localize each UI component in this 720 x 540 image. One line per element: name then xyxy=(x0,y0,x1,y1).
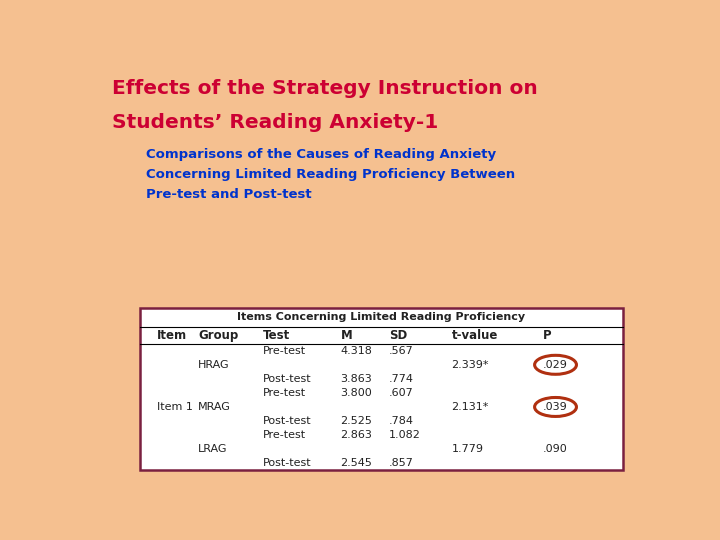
Text: .567: .567 xyxy=(389,346,413,356)
Text: Comparisons of the Causes of Reading Anxiety: Comparisons of the Causes of Reading Anx… xyxy=(145,148,496,161)
Text: .784: .784 xyxy=(389,416,414,426)
Text: .090: .090 xyxy=(544,444,568,454)
Text: Concerning Limited Reading Proficiency Between: Concerning Limited Reading Proficiency B… xyxy=(145,168,515,181)
Text: Items Concerning Limited Reading Proficiency: Items Concerning Limited Reading Profici… xyxy=(238,312,526,322)
Text: 2.339*: 2.339* xyxy=(451,360,489,370)
Text: 3.800: 3.800 xyxy=(341,388,372,398)
FancyBboxPatch shape xyxy=(140,308,623,470)
Text: MRAG: MRAG xyxy=(198,402,231,412)
Text: 4.318: 4.318 xyxy=(341,346,372,356)
Text: Post-test: Post-test xyxy=(264,458,312,468)
Text: SD: SD xyxy=(389,329,407,342)
Text: Pre-test: Pre-test xyxy=(264,388,307,398)
Text: Post-test: Post-test xyxy=(264,416,312,426)
Text: 1.779: 1.779 xyxy=(451,444,484,454)
Text: .039: .039 xyxy=(544,402,568,412)
Text: .774: .774 xyxy=(389,374,414,384)
Text: 1.082: 1.082 xyxy=(389,430,420,440)
Text: P: P xyxy=(544,329,552,342)
Text: 3.863: 3.863 xyxy=(341,374,372,384)
Text: 2.525: 2.525 xyxy=(341,416,372,426)
Text: t-value: t-value xyxy=(451,329,498,342)
Text: HRAG: HRAG xyxy=(198,360,230,370)
Text: Effects of the Strategy Instruction on: Effects of the Strategy Instruction on xyxy=(112,79,538,98)
Text: Item: Item xyxy=(157,329,187,342)
Text: Test: Test xyxy=(264,329,291,342)
Text: Group: Group xyxy=(198,329,238,342)
Text: Pre-test: Pre-test xyxy=(264,346,307,356)
Text: 2.545: 2.545 xyxy=(341,458,372,468)
Text: 2.863: 2.863 xyxy=(341,430,372,440)
Text: .029: .029 xyxy=(544,360,568,370)
Text: 2.131*: 2.131* xyxy=(451,402,489,412)
Text: Post-test: Post-test xyxy=(264,374,312,384)
Text: LRAG: LRAG xyxy=(198,444,228,454)
Text: M: M xyxy=(341,329,352,342)
Text: Pre-test and Post-test: Pre-test and Post-test xyxy=(145,188,312,201)
Text: .857: .857 xyxy=(389,458,414,468)
Text: Item 1: Item 1 xyxy=(157,402,193,412)
Text: Students’ Reading Anxiety-1: Students’ Reading Anxiety-1 xyxy=(112,113,438,132)
Text: Pre-test: Pre-test xyxy=(264,430,307,440)
Text: .607: .607 xyxy=(389,388,413,398)
